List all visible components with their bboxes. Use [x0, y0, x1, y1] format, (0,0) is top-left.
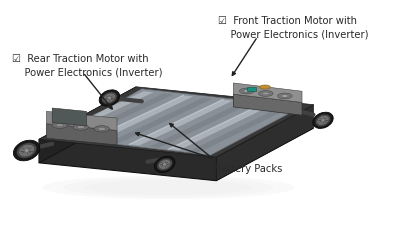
Text: ☑  Front Traction Motor with
    Power Electronics (Inverter): ☑ Front Traction Motor with Power Electr… — [218, 16, 368, 40]
Text: ☑  Battery Packs: ☑ Battery Packs — [199, 164, 282, 174]
Ellipse shape — [99, 90, 120, 106]
Polygon shape — [52, 108, 86, 126]
Ellipse shape — [321, 119, 325, 122]
Polygon shape — [216, 105, 314, 181]
Polygon shape — [233, 83, 302, 102]
Text: ☑  Rear Traction Motor with
    Power Electronics (Inverter): ☑ Rear Traction Motor with Power Electro… — [12, 54, 163, 78]
Polygon shape — [56, 89, 302, 155]
Polygon shape — [39, 87, 314, 157]
Ellipse shape — [73, 124, 88, 130]
Ellipse shape — [94, 126, 109, 132]
Polygon shape — [110, 98, 213, 143]
Ellipse shape — [282, 94, 288, 97]
Ellipse shape — [158, 160, 171, 169]
Ellipse shape — [19, 144, 34, 157]
Ellipse shape — [103, 93, 116, 103]
Ellipse shape — [317, 115, 329, 125]
Ellipse shape — [14, 140, 40, 161]
Ellipse shape — [313, 112, 333, 128]
Ellipse shape — [43, 176, 294, 199]
Polygon shape — [46, 124, 117, 145]
Ellipse shape — [157, 158, 172, 171]
Ellipse shape — [77, 126, 85, 129]
Polygon shape — [50, 91, 154, 136]
Polygon shape — [70, 93, 174, 138]
Ellipse shape — [240, 88, 254, 94]
Ellipse shape — [108, 97, 111, 99]
Ellipse shape — [85, 180, 252, 195]
Ellipse shape — [52, 122, 68, 128]
Ellipse shape — [98, 127, 106, 130]
Polygon shape — [46, 111, 117, 130]
Ellipse shape — [64, 178, 274, 197]
Polygon shape — [90, 95, 193, 141]
Ellipse shape — [315, 114, 331, 126]
Polygon shape — [149, 102, 252, 148]
Ellipse shape — [243, 90, 250, 92]
Polygon shape — [189, 106, 292, 153]
Polygon shape — [233, 94, 302, 115]
Ellipse shape — [262, 92, 269, 95]
Ellipse shape — [56, 124, 64, 127]
Polygon shape — [130, 100, 233, 146]
Bar — [247, 87, 256, 91]
Polygon shape — [39, 110, 314, 181]
Ellipse shape — [163, 163, 166, 166]
Ellipse shape — [102, 92, 117, 104]
Ellipse shape — [278, 93, 292, 99]
Polygon shape — [39, 87, 136, 163]
Ellipse shape — [24, 148, 29, 152]
Ellipse shape — [260, 85, 270, 89]
Ellipse shape — [258, 91, 273, 96]
Ellipse shape — [17, 143, 36, 158]
Polygon shape — [169, 104, 272, 150]
Ellipse shape — [154, 156, 175, 173]
